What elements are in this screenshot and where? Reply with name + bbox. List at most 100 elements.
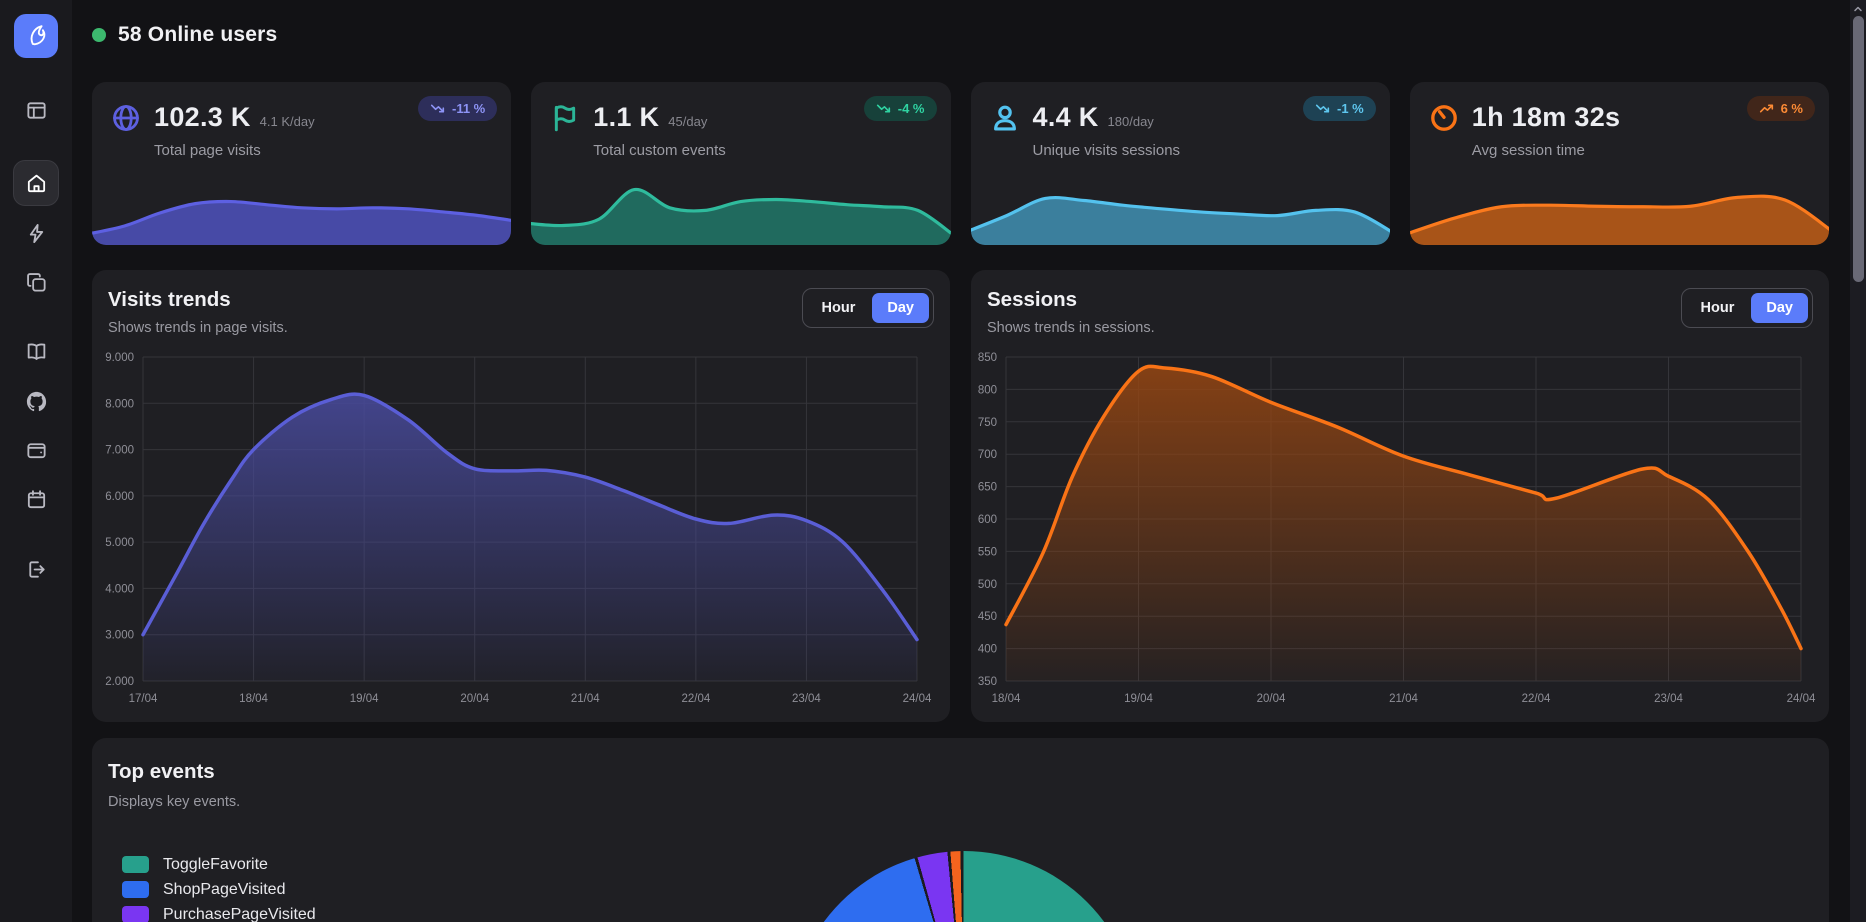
stat-rate: 180/day <box>1107 114 1154 129</box>
home-icon <box>25 172 48 195</box>
svg-text:22/04: 22/04 <box>1522 693 1551 705</box>
sessions-chart: 18/04 19/04 20/04 21/04 22/04 23/04 24/04 850 80… <box>978 352 1816 705</box>
svg-text:7.000: 7.000 <box>105 445 134 457</box>
stat-card-total-custom-events: -4 % 1.1 K 45/day Total custom events <box>531 82 951 245</box>
sidebar-item-window[interactable] <box>13 87 59 133</box>
trend-badge-value: -11 % <box>452 101 486 116</box>
stat-sparkline <box>970 195 1390 245</box>
stat-card-avg-session-time: 6 % 1h 18m 32s Avg session time <box>1409 82 1829 245</box>
interval-toggle: Hour Day <box>1680 288 1813 328</box>
timer-icon <box>1426 102 1462 138</box>
svg-text:20/04: 20/04 <box>1257 693 1286 705</box>
top-events-card: Top events Displays key events. ToggleFa… <box>92 738 1829 922</box>
stat-sparkline <box>531 187 951 245</box>
svg-text:2.000: 2.000 <box>105 676 134 688</box>
globe-icon <box>108 102 144 138</box>
svg-text:600: 600 <box>978 514 997 526</box>
svg-text:800: 800 <box>978 384 997 396</box>
stat-label: Avg session time <box>1471 142 1585 159</box>
svg-text:17/04: 17/04 <box>129 693 158 705</box>
day-toggle-button[interactable]: Day <box>1751 293 1808 323</box>
svg-text:23/04: 23/04 <box>792 693 821 705</box>
wallet-icon <box>25 439 48 462</box>
sessions-card: 18/04 19/04 20/04 21/04 22/04 23/04 24/04 850 80… <box>971 270 1829 722</box>
logout-icon <box>25 558 48 581</box>
stat-value: 4.4 K <box>1032 102 1099 132</box>
legend-label: ShopPageVisited <box>163 880 286 898</box>
svg-text:24/04: 24/04 <box>1787 693 1816 705</box>
hour-toggle-button[interactable]: Hour <box>1700 300 1735 316</box>
svg-text:21/04: 21/04 <box>571 693 600 705</box>
trend-badge-value: -1 % <box>1337 101 1364 116</box>
sidebar-item-wallet[interactable] <box>13 427 59 473</box>
pulse-logo-icon <box>22 20 50 53</box>
sidebar-item-bolt[interactable] <box>13 210 59 256</box>
trend-down-icon <box>430 101 445 116</box>
online-users-count: 58 Online users <box>118 23 278 46</box>
stat-value: 1.1 K <box>593 102 660 132</box>
sidebar-item-book[interactable] <box>13 328 59 374</box>
legend-item-purchasepagevisited[interactable]: PurchasePageVisited <box>122 906 316 922</box>
chart-subtitle: Shows trends in page visits. <box>108 320 288 336</box>
sidebar <box>0 0 72 922</box>
chevron-up-icon[interactable] <box>1852 2 1864 14</box>
book-icon <box>25 340 48 363</box>
chart-title: Sessions <box>987 288 1078 311</box>
svg-text:700: 700 <box>978 449 997 461</box>
trend-badge: 6 % <box>1746 96 1815 121</box>
copy-icon <box>25 271 48 294</box>
app-logo[interactable] <box>14 14 58 58</box>
svg-text:9.000: 9.000 <box>105 352 134 364</box>
chart-subtitle: Shows trends in sessions. <box>987 320 1155 336</box>
legend-item-togglefavorite[interactable]: ToggleFavorite <box>122 856 316 873</box>
svg-text:850: 850 <box>978 352 997 364</box>
trend-up-icon <box>1759 101 1774 116</box>
visits-trends-chart: 17/04 18/04 19/04 20/04 21/04 22/04 23/04 24/04… <box>105 352 932 705</box>
scrollbar-thumb[interactable] <box>1852 16 1864 282</box>
svg-text:22/04: 22/04 <box>681 693 710 705</box>
stat-card-unique-visits-sessions: -1 % 4.4 K 180/day Unique visits sessions <box>970 82 1390 245</box>
trend-badge-value: -4 % <box>897 101 925 116</box>
trend-badge: -4 % <box>863 96 937 121</box>
github-icon <box>25 390 48 413</box>
interval-toggle: Hour Day <box>801 288 934 328</box>
svg-text:4.000: 4.000 <box>105 583 134 595</box>
stat-cards-row: -11 % 102.3 K 4.1 K/day Total page visits -4… <box>92 82 1829 245</box>
sidebar-item-logout[interactable] <box>13 546 59 592</box>
stat-sparkline <box>92 199 512 245</box>
stat-label: Total custom events <box>593 142 726 159</box>
stat-rate: 45/day <box>668 114 708 129</box>
svg-text:5.000: 5.000 <box>105 537 134 549</box>
legend-label: PurchasePageVisited <box>163 905 316 922</box>
stat-label: Unique visits sessions <box>1032 142 1181 159</box>
svg-text:19/04: 19/04 <box>1124 693 1153 705</box>
chart-title: Visits trends <box>108 288 231 311</box>
top-events-pie-chart <box>790 851 1138 922</box>
legend-item-shoppagevisited[interactable]: ShopPageVisited <box>122 881 316 898</box>
sidebar-item-calendar[interactable] <box>13 476 59 522</box>
page-scrollbar[interactable] <box>1850 0 1866 922</box>
sidebar-item-copy[interactable] <box>13 259 59 305</box>
trend-badge: -11 % <box>418 96 498 121</box>
sidebar-item-github[interactable] <box>13 378 59 424</box>
svg-text:6.000: 6.000 <box>105 491 134 503</box>
svg-text:750: 750 <box>978 417 997 429</box>
hour-toggle-button[interactable]: Hour <box>821 300 856 316</box>
trend-badge: -1 % <box>1303 96 1376 121</box>
svg-text:18/04: 18/04 <box>992 693 1021 705</box>
svg-text:650: 650 <box>978 482 997 494</box>
svg-text:21/04: 21/04 <box>1389 693 1418 705</box>
visits-trends-card: 17/04 18/04 19/04 20/04 21/04 22/04 23/04 24/04… <box>92 270 950 722</box>
stat-value: 1h 18m 32s <box>1471 102 1621 132</box>
svg-text:3.000: 3.000 <box>105 630 134 642</box>
svg-text:350: 350 <box>978 676 997 688</box>
day-toggle-button[interactable]: Day <box>872 293 929 323</box>
bolt-icon <box>25 222 48 245</box>
top-events-legend: ToggleFavorite ShopPageVisited PurchasePag… <box>122 856 316 922</box>
svg-text:23/04: 23/04 <box>1654 693 1683 705</box>
flag-icon <box>547 102 583 138</box>
svg-text:24/04: 24/04 <box>903 693 932 705</box>
stat-value: 102.3 K <box>154 102 251 132</box>
sidebar-item-home[interactable] <box>13 160 59 206</box>
calendar-icon <box>25 488 48 511</box>
